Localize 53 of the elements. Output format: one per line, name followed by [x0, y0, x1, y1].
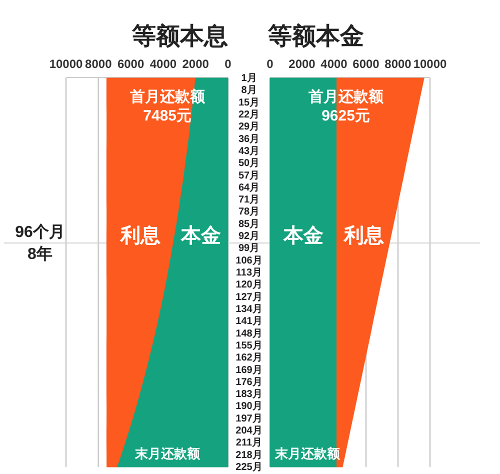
- x-tick-label: 6000: [352, 57, 380, 71]
- y-tick-label: 183月: [236, 388, 262, 400]
- y-tick-label: 78月: [238, 206, 260, 218]
- x-tick-label: 0: [266, 57, 274, 71]
- series-label: 本金: [180, 225, 222, 248]
- series-label: 利息: [342, 224, 384, 248]
- x-tick-label: 8000: [384, 57, 412, 71]
- y-tick-label: 57月: [238, 170, 260, 181]
- y-tick-label: 15月: [238, 96, 260, 108]
- y-tick-label: 211月: [236, 437, 262, 448]
- y-tick-label: 85月: [238, 218, 260, 230]
- x-tick-label: 4000: [150, 57, 177, 71]
- x-tick-label: 4000: [320, 57, 348, 71]
- y-tick-label: 43月: [238, 145, 260, 156]
- y-tick-label: 22月: [238, 108, 260, 120]
- y-tick-label: 162月: [236, 352, 262, 364]
- y-tick-label: 190月: [236, 400, 262, 412]
- x-tick-label: 6000: [117, 57, 144, 71]
- y-tick-label: 141月: [236, 316, 262, 327]
- y-tick-label: 176月: [236, 376, 262, 388]
- y-tick-label: 197月: [236, 412, 262, 424]
- x-tick-label: 2000: [182, 57, 210, 71]
- chart-title: 等额本息: [131, 22, 228, 50]
- y-tick-label: 127月: [236, 291, 262, 302]
- y-tick-label: 204月: [236, 425, 262, 436]
- y-tick-label: 64月: [238, 182, 260, 193]
- series-label: 本金: [282, 225, 324, 248]
- x-tick-label: 2000: [288, 57, 316, 71]
- x-tick-label: 10000: [49, 57, 84, 71]
- x-tick-label: 0: [224, 57, 232, 71]
- x-tick-label: 8000: [85, 57, 112, 71]
- y-tick-label: 155月: [236, 340, 262, 351]
- y-tick-label: 218月: [236, 449, 262, 460]
- y-tick-label: 8月: [241, 84, 257, 96]
- ref-line-label: 96个月 8年: [15, 222, 65, 262]
- y-tick-label: 92月: [238, 230, 260, 242]
- chart-title: 等额本金: [267, 22, 364, 50]
- y-tick-label: 36月: [238, 133, 260, 144]
- y-tick-label: 148月: [236, 328, 262, 339]
- y-tick-label: 120月: [236, 279, 262, 290]
- y-tick-label: 1月: [241, 72, 257, 84]
- y-tick-label: 113月: [236, 267, 262, 278]
- y-tick-label: 106月: [236, 254, 262, 266]
- y-tick-label: 99月: [238, 242, 260, 254]
- x-tick-label: 10000: [413, 57, 448, 71]
- series-label: 利息: [119, 224, 160, 248]
- annotation: 末月还款额: [134, 445, 201, 460]
- y-tick-label: 50月: [238, 158, 260, 169]
- y-tick-label: 134月: [236, 303, 262, 314]
- y-tick-label: 71月: [238, 194, 260, 206]
- y-tick-label: 29月: [238, 121, 260, 132]
- y-tick-label: 169月: [236, 364, 262, 376]
- y-tick-label: 225月: [236, 462, 262, 472]
